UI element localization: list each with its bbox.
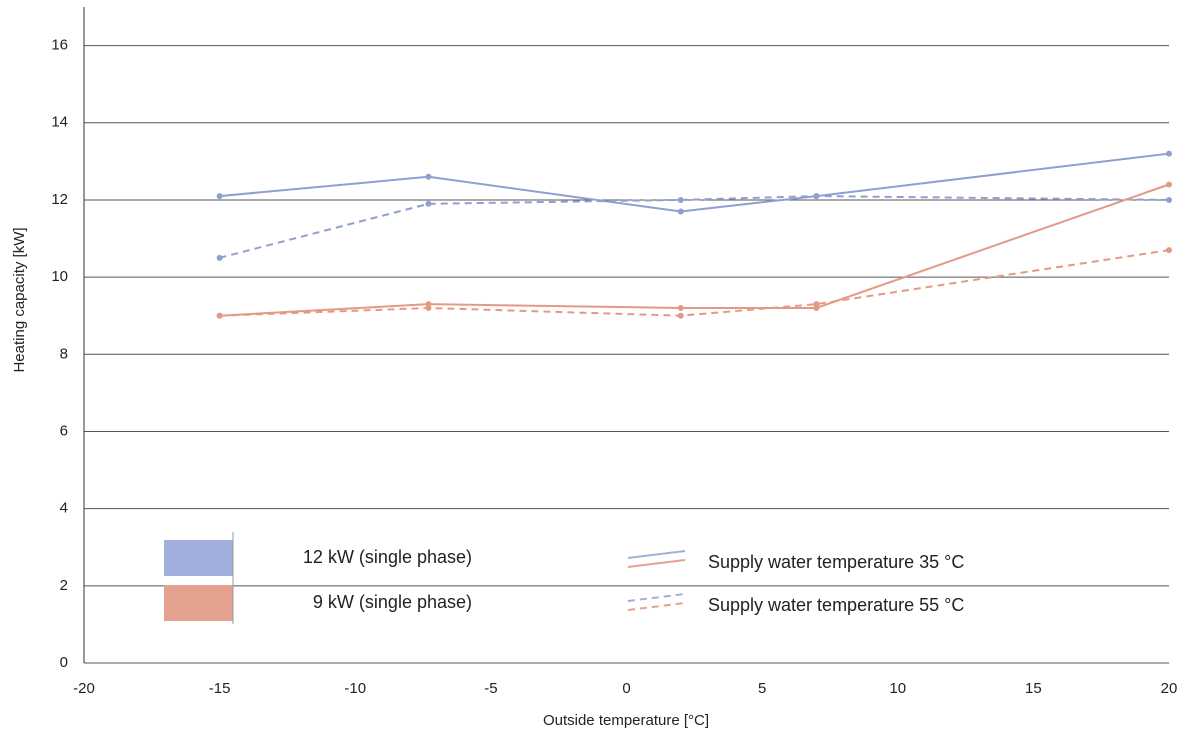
y-tick-label: 2: [60, 577, 68, 594]
legend-label: 9 kW (single phase): [313, 592, 472, 612]
legend-line: [627, 559, 686, 568]
x-tick-label: 15: [1025, 680, 1042, 697]
x-tick-label: -10: [344, 680, 366, 697]
y-tick-label: 16: [51, 37, 68, 54]
point: [1166, 150, 1172, 157]
legend-line: [627, 550, 686, 559]
series-line: [219, 195, 1170, 259]
legend-swatch: [164, 540, 233, 576]
legend-label: Supply water temperature 55 °C: [708, 595, 964, 615]
x-tick-label: 20: [1161, 680, 1178, 697]
legend-line: [627, 602, 686, 611]
point: [1166, 247, 1172, 254]
series-line: [219, 152, 1170, 213]
point: [677, 304, 684, 311]
point: [216, 254, 223, 261]
legend-label: Supply water temperature 35 °C: [708, 552, 964, 572]
series-line: [219, 183, 1170, 317]
y-tick-label: 8: [60, 345, 68, 362]
legend-swatch: [164, 585, 233, 621]
point: [425, 200, 432, 207]
y-axis-label: Heating capacity [kW]: [11, 227, 28, 372]
point: [1166, 196, 1172, 203]
x-tick-label: -5: [484, 680, 497, 697]
y-tick-label: 6: [60, 422, 68, 439]
x-tick-label: -15: [209, 680, 231, 697]
y-tick-label: 12: [51, 191, 68, 208]
y-tick-label: 4: [60, 500, 68, 517]
y-tick-label: 10: [51, 268, 68, 285]
point: [677, 312, 684, 319]
x-tick-label: -20: [73, 680, 95, 697]
point: [425, 173, 432, 180]
x-axis-label: Outside temperature [°C]: [543, 712, 709, 729]
x-tick-label: 5: [758, 680, 766, 697]
point: [677, 208, 684, 215]
series-line: [219, 249, 1170, 317]
x-tick-label: 10: [889, 680, 906, 697]
point: [677, 196, 684, 203]
point: [813, 301, 820, 308]
x-tick-label: 0: [622, 680, 630, 697]
point: [216, 312, 223, 319]
point: [216, 193, 223, 200]
y-tick-label: 0: [60, 654, 68, 671]
y-tick-label: 14: [51, 114, 68, 131]
point: [813, 193, 820, 200]
point: [425, 304, 432, 311]
legend-label: 12 kW (single phase): [303, 547, 472, 567]
point: [1166, 181, 1172, 188]
legend-line: [627, 593, 686, 602]
